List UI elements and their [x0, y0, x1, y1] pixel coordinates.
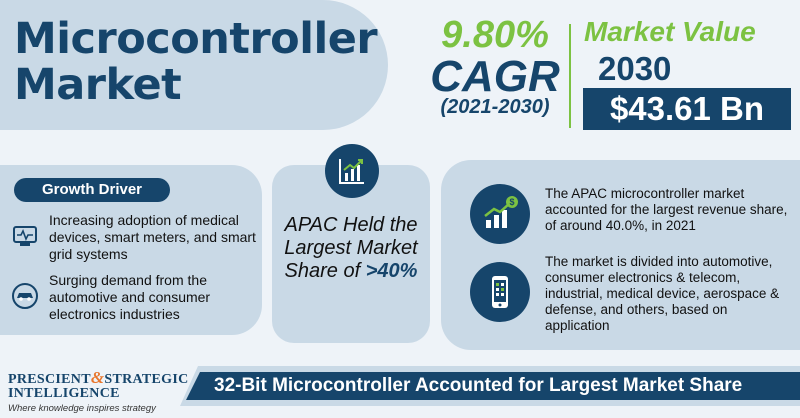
insight-item-2: The market is divided into automotive, c… [545, 254, 780, 333]
logo-tagline: Where knowledge inspires strategy [8, 403, 156, 414]
bottom-banner: 32-Bit Microcontroller Accounted for Lar… [186, 372, 800, 400]
market-value-amount: $43.61 Bn [583, 88, 791, 130]
logo-line-2: INTELLIGENCE [8, 386, 120, 401]
apac-value: >40% [365, 260, 418, 282]
company-logo: PRESCIENT&STRATEGIC INTELLIGENCE Where k… [8, 368, 189, 414]
title-line-2: Market [14, 60, 182, 110]
revenue-chart-icon: $ [470, 184, 530, 244]
insight-item-1: The APAC microcontroller market accounte… [545, 186, 788, 233]
growth-driver-item-2: Surging demand from the automotive and c… [49, 272, 211, 322]
cagr-label: CAGR [430, 52, 560, 101]
cagr-percent: 9.80% [441, 14, 549, 56]
logo-word-1: PRESCIENT [8, 372, 91, 387]
svg-text:$: $ [509, 197, 514, 207]
cagr-years: (2021-2030) [440, 96, 550, 118]
market-value-year: 2030 [598, 50, 672, 87]
growth-driver-heading: Growth Driver [14, 178, 170, 202]
smartphone-icon [470, 262, 530, 322]
growth-chart-icon [325, 144, 379, 198]
logo-word-2: STRATEGIC [104, 372, 189, 387]
growth-driver-item-1: Increasing adoption of medical devices, … [49, 212, 256, 262]
car-icon [11, 282, 39, 310]
divider [569, 24, 571, 128]
market-value-title: Market Value [584, 16, 756, 47]
medical-device-icon [11, 222, 39, 250]
title-line-1: Microcontroller [14, 14, 378, 64]
apac-label: APAC Held the Largest Market Share of [284, 214, 418, 282]
logo-ampersand: & [90, 368, 105, 387]
apac-share-text: APAC Held the Largest Market Share of >4… [280, 214, 422, 283]
page-title: Microcontroller Market [14, 14, 378, 110]
title-panel [0, 0, 388, 130]
